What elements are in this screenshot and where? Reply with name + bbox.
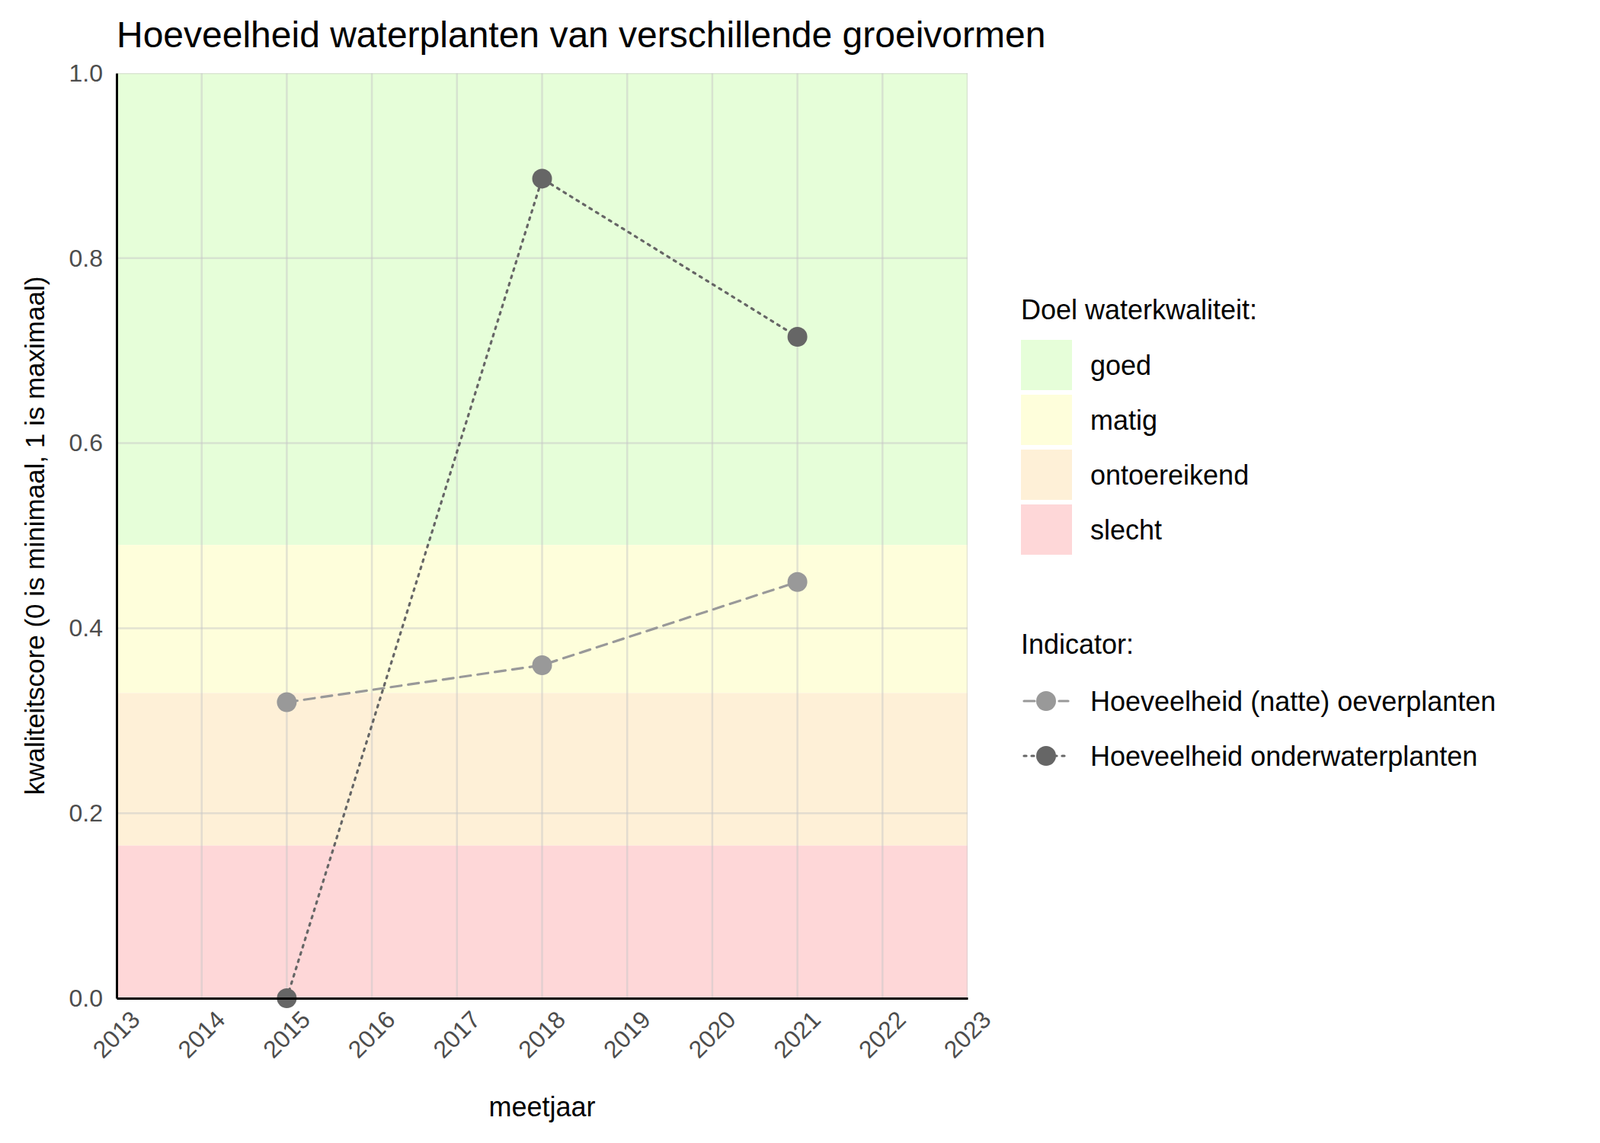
y-tick: 0.8 [69, 244, 117, 272]
y-tick: 0.0 [69, 984, 117, 1012]
series-point [276, 692, 297, 713]
legend-label: slecht [1090, 514, 1162, 546]
grid-line-y [116, 627, 968, 630]
legend-label: Hoeveelheid onderwaterplanten [1090, 740, 1478, 772]
x-tick-label: 2020 [683, 1005, 742, 1064]
legend-key-point [1036, 691, 1056, 711]
x-tick: 2018 [512, 998, 571, 1063]
x-tick: 2022 [853, 998, 912, 1063]
chart: 2013 2014 2015 2016 2017 2018 2019 2020 2021 2022… [0, 0, 1600, 1143]
legend-swatch [1020, 449, 1072, 500]
x-tick: 2017 [428, 998, 487, 1063]
legend-label: matig [1090, 404, 1158, 436]
series-line [286, 178, 797, 999]
grid-line-x [796, 73, 799, 999]
grid-line-y [116, 441, 968, 445]
legend-title: Doel waterkwaliteit: [1020, 294, 1258, 326]
x-tick-label: 2023 [938, 1005, 997, 1064]
grid-line-x [285, 73, 288, 999]
series-line [286, 582, 797, 703]
legend-swatch [1020, 339, 1072, 391]
x-axis: 2013 2014 2015 2016 2017 2018 2019 2020 2021 2022… [87, 998, 997, 1063]
x-tick-label: 2017 [428, 1005, 487, 1064]
y-axis: 0.0 0.2 0.4 0.6 0.8 1.0 [69, 59, 118, 1012]
x-tick: 2016 [342, 998, 401, 1063]
y-tick-label: 0.8 [69, 244, 103, 272]
grid-line-x [626, 73, 629, 999]
x-tick: 2019 [598, 998, 656, 1063]
grid [116, 73, 968, 999]
y-tick-label: 1.0 [69, 59, 103, 87]
grid-line-y [116, 73, 968, 74]
y-tick: 0.4 [69, 614, 117, 642]
x-tick-label: 2014 [172, 1005, 231, 1064]
y-axis-line [115, 73, 119, 999]
x-tick-label: 2021 [768, 1005, 826, 1064]
background [0, 0, 1600, 1143]
legend-title: Indicator: [1020, 628, 1134, 660]
bands [116, 73, 968, 999]
x-axis-title: meetjaar [488, 1091, 596, 1123]
y-tick-label: 0.2 [69, 799, 103, 827]
y-tick-label: 0.0 [69, 984, 103, 1012]
y-tick-label: 0.6 [69, 428, 103, 457]
chart-title: Hoeveelheid waterplanten van verschillen… [116, 14, 1046, 55]
series-point [532, 168, 553, 189]
legend-key-point [1036, 745, 1056, 766]
series-point [532, 655, 553, 676]
series-marks [276, 168, 807, 1008]
x-tick-label: 2022 [853, 1005, 912, 1064]
x-tick: 2014 [172, 998, 231, 1063]
grid-line-x [371, 73, 374, 999]
grid-line-x [540, 73, 544, 999]
series-point [787, 572, 808, 592]
grid-line-x [966, 73, 968, 999]
x-tick: 2021 [768, 998, 826, 1063]
x-tick-label: 2013 [87, 1005, 146, 1064]
legend: Doel waterkwaliteit: goed matig ontoereiken… [1020, 294, 1496, 772]
legend-swatch [1020, 504, 1072, 555]
legend-swatch [1020, 394, 1072, 445]
y-tick: 0.6 [69, 428, 117, 457]
series-point [787, 326, 808, 347]
legend-label: goed [1090, 349, 1152, 381]
legend-label: Hoeveelheid (natte) oeverplanten [1090, 685, 1496, 717]
x-tick-label: 2018 [512, 1005, 571, 1064]
x-tick-label: 2015 [257, 1005, 316, 1064]
y-tick-label: 0.4 [69, 614, 103, 642]
grid-line-x [456, 73, 459, 999]
grid-line-x [881, 73, 884, 999]
grid-line-y [116, 812, 968, 815]
y-tick: 0.2 [69, 799, 117, 827]
x-tick-label: 2019 [598, 1005, 656, 1064]
grid-line-y [116, 997, 968, 999]
x-axis-line [117, 997, 969, 1000]
grid-line-x [116, 73, 118, 999]
y-tick: 1.0 [69, 59, 117, 87]
grid-line-x [200, 73, 203, 999]
x-tick: 2023 [938, 998, 997, 1063]
grid-line-x [711, 73, 714, 999]
x-tick-label: 2016 [342, 1005, 401, 1064]
y-axis-title: kwaliteitscore (0 is minimaal, 1 is maxi… [19, 276, 50, 796]
legend-label: ontoereikend [1090, 459, 1249, 491]
x-tick: 2020 [683, 998, 742, 1063]
grid-line-y [116, 257, 968, 260]
x-tick: 2015 [257, 998, 316, 1063]
